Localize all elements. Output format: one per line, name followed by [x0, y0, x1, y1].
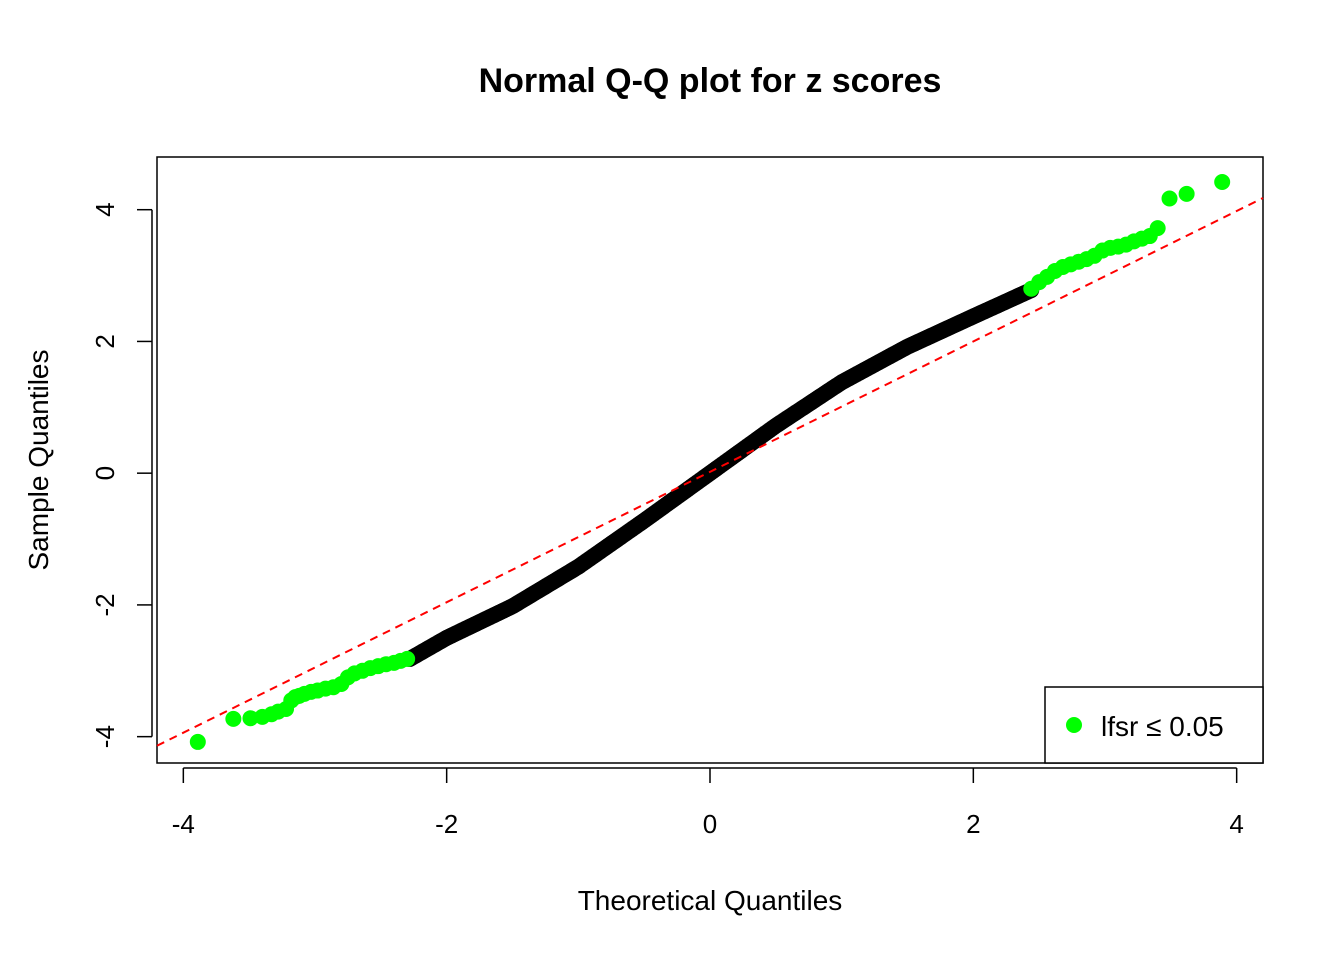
x-tick-label: 0 — [703, 809, 717, 839]
y-axis: -4 -2 0 2 4 — [90, 202, 153, 748]
x-axis: -4 -2 0 2 4 — [172, 767, 1244, 839]
y-tick-label: 4 — [90, 202, 120, 216]
plot-area — [156, 156, 1264, 764]
reference-line — [156, 197, 1264, 747]
significant-point — [1178, 185, 1195, 202]
significant-point — [225, 710, 242, 727]
significant-point — [189, 733, 206, 750]
x-tick-label: 2 — [966, 809, 980, 839]
y-tick-label: 0 — [90, 466, 120, 480]
legend-marker — [1066, 717, 1082, 733]
y-tick-label: -4 — [90, 725, 120, 748]
y-axis-title: Sample Quantiles — [23, 349, 54, 570]
significant-point — [242, 710, 259, 727]
y-tick-label: -2 — [90, 593, 120, 616]
x-tick-label: -2 — [435, 809, 458, 839]
x-axis-title: Theoretical Quantiles — [578, 885, 843, 916]
significant-point — [1161, 190, 1178, 207]
legend: lfsr ≤ 0.05 — [1044, 686, 1264, 764]
x-tick-label: 4 — [1229, 809, 1243, 839]
y-tick-label: 2 — [90, 334, 120, 348]
points-layer — [189, 174, 1231, 750]
x-tick-label: -4 — [172, 809, 195, 839]
significant-point — [1149, 220, 1166, 237]
significant-point — [399, 650, 416, 667]
legend-label: lfsr ≤ 0.05 — [1101, 711, 1224, 742]
plot-border — [156, 156, 1264, 764]
significant-point — [1214, 174, 1231, 191]
chart-title: Normal Q-Q plot for z scores — [479, 62, 942, 100]
